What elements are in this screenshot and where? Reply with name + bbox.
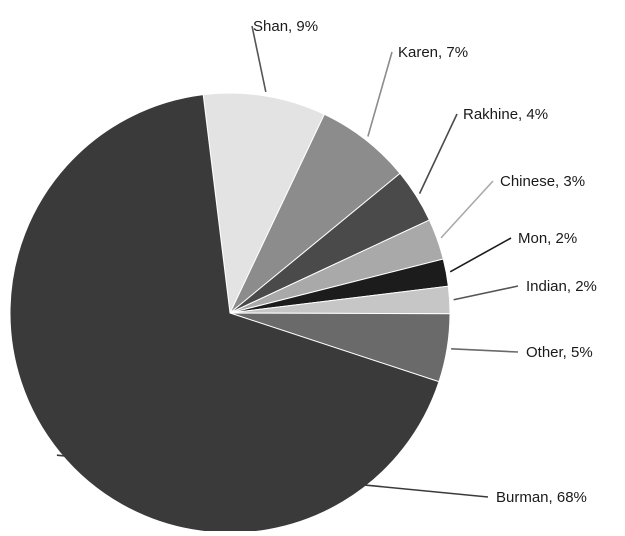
slice-label-indian: Indian, 2% <box>526 278 597 295</box>
leader-line-burman <box>56 454 489 498</box>
pie-slice-shan <box>202 92 326 315</box>
slice-label-mon: Mon, 2% <box>518 230 577 247</box>
slice-label-other-5: Other, 5% <box>526 344 593 361</box>
leader-line-chinese <box>440 180 494 239</box>
leader-line-other-5 <box>451 348 519 353</box>
slice-label-karen: Karen, 7% <box>398 44 468 61</box>
leader-line-karen <box>367 51 393 137</box>
slice-label-shan: Shan, 9% <box>253 18 318 35</box>
pie-slice-burman <box>9 94 440 534</box>
leader-line-indian <box>453 285 519 301</box>
slice-label-chinese: Chinese, 3% <box>500 173 585 190</box>
leader-line-rakhine <box>418 113 458 194</box>
slice-label-burman: Burman, 68% <box>496 489 587 506</box>
slice-label-rakhine: Rakhine, 4% <box>463 106 548 123</box>
pie-slices <box>9 92 451 534</box>
label-leader-lines <box>56 25 519 498</box>
leader-line-shan <box>251 25 267 93</box>
leader-line-mon <box>449 237 512 273</box>
slice-labels: Shan, 9% Karen, 7% Rakhine, 4% Chinese, 3% M… <box>253 18 597 506</box>
